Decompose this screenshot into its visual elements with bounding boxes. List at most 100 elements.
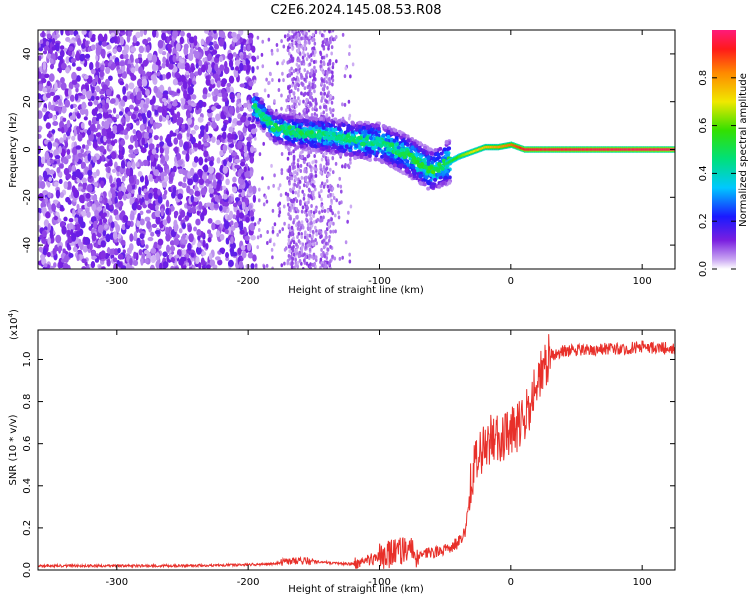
spectrogram-noise-cell — [44, 197, 48, 204]
spectrogram-noise-cell — [136, 204, 142, 211]
spectrogram-noise-cell — [157, 238, 164, 246]
spectrogram-noise-cell — [237, 130, 242, 136]
spectrogram-noise-cell — [214, 63, 219, 72]
spectrogram-ridge-cell — [291, 121, 296, 126]
spectrogram-noise-cell — [190, 129, 196, 135]
spectrogram-noise-cell — [204, 157, 208, 163]
spectrogram-noise-cell — [187, 99, 192, 105]
spectrogram-noise-cell — [130, 46, 137, 53]
spectrogram-noise-cell — [279, 193, 283, 198]
spectrogram-noise-cell — [285, 108, 288, 113]
spectrogram-noise-cell — [280, 106, 283, 111]
spectrogram-noise-cell — [309, 102, 312, 107]
spectrogram-noise-cell — [191, 148, 195, 154]
spectrogram-noise-cell — [301, 242, 305, 247]
spectrogram-noise-cell — [291, 256, 294, 261]
spectrogram-ridge-cell — [350, 141, 355, 146]
spectrogram-noise-cell — [311, 242, 315, 247]
spectrogram-noise-cell — [44, 73, 50, 79]
spectrogram-noise-cell — [142, 38, 149, 45]
spectrogram-noise-cell — [239, 106, 244, 112]
spectrogram-noise-cell — [71, 79, 78, 86]
spectrogram-ridge-cell — [447, 175, 452, 180]
spectrogram-noise-cell — [305, 98, 309, 103]
spectrogram-noise-cell — [330, 198, 333, 203]
spectrogram-noise-cell — [294, 190, 298, 195]
spectrogram-noise-cell — [280, 171, 284, 176]
spectrogram-noise-cell — [348, 44, 352, 49]
spectrogram-noise-cell — [166, 71, 172, 79]
spectrogram-noise-cell — [270, 51, 274, 56]
spectrogram-noise-cell — [102, 84, 109, 91]
spectrogram-noise-cell — [56, 166, 61, 174]
spectrogram-noise-cell — [262, 264, 266, 269]
spectrogram-noise-cell — [157, 122, 163, 128]
spectrogram-noise-cell — [48, 112, 53, 119]
spectrogram-noise-cell — [130, 153, 136, 159]
spectrogram-noise-cell — [102, 212, 108, 217]
spectrogram-noise-cell — [187, 224, 192, 233]
spectrogram-noise-cell — [294, 84, 297, 89]
spectrogram-noise-cell — [51, 37, 56, 45]
spectrogram-noise-cell — [99, 218, 103, 226]
spectrogram-noise-cell — [158, 115, 163, 122]
spectrogram-noise-cell — [277, 186, 281, 191]
spectrogram-noise-cell — [313, 65, 316, 70]
spectrogram-noise-cell — [309, 194, 312, 199]
spectrogram-noise-cell — [49, 91, 55, 97]
spectrogram-noise-cell — [91, 232, 97, 242]
spectrogram-noise-cell — [253, 147, 257, 152]
spectrogram-noise-cell — [157, 106, 163, 113]
spectrogram-noise-cell — [309, 164, 312, 169]
spectrogram-noise-cell — [321, 40, 325, 45]
spectrogram-noise-cell — [319, 170, 323, 175]
spectrogram-noise-cell — [271, 78, 274, 83]
spectrogram-noise-cell — [38, 133, 42, 139]
spectrogram-noise-cell — [294, 176, 298, 181]
spectrogram-noise-cell — [325, 93, 329, 98]
spectrogram-noise-cell — [288, 181, 291, 186]
spectrogram-ridge-cell — [281, 140, 286, 145]
spectrogram-noise-cell — [313, 166, 316, 171]
spectrogram-noise-cell — [112, 125, 118, 135]
spectrogram-noise-cell — [181, 98, 186, 106]
spectrogram-noise-cell — [271, 208, 275, 213]
spectrogram-noise-cell — [308, 54, 311, 59]
spectrogram-ridge-cell — [399, 135, 404, 140]
spectrogram-noise-cell — [306, 233, 309, 238]
spectrogram-noise-cell — [261, 176, 264, 181]
spectrogram-noise-cell — [331, 186, 335, 191]
spectrogram-ridge-cell — [435, 156, 440, 161]
spectrogram-noise-cell — [96, 206, 103, 212]
spectrogram-noise-cell — [328, 81, 331, 86]
spectrogram-noise-cell — [225, 178, 230, 186]
spectrogram-noise-cell — [307, 153, 311, 158]
spectrogram-noise-cell — [308, 86, 312, 91]
spectrogram-noise-cell — [331, 192, 335, 197]
spectrogram-noise-cell — [209, 83, 216, 89]
spectrogram-noise-cell — [305, 208, 308, 213]
spectrogram-noise-cell — [288, 165, 292, 170]
spectrogram-noise-cell — [128, 148, 134, 154]
spectrogram-noise-cell — [172, 65, 178, 73]
spectrogram-noise-cell — [92, 141, 98, 149]
spectrogram-noise-cell — [68, 218, 74, 223]
spectrogram-noise-cell — [206, 92, 211, 98]
spectrogram-noise-cell — [280, 39, 283, 44]
spectrogram-noise-cell — [38, 93, 42, 100]
spectrogram-noise-cell — [236, 92, 241, 100]
spectrogram-noise-cell — [300, 235, 304, 240]
spectrogram-noise-cell — [314, 209, 318, 214]
spectrogram-noise-cell — [288, 231, 292, 236]
spectrogram-noise-cell — [144, 192, 150, 201]
spectrogram-noise-cell — [159, 221, 164, 229]
spectrogram-noise-cell — [273, 99, 276, 104]
spectrogram-noise-cell — [219, 64, 225, 72]
spectrogram-noise-cell — [299, 168, 303, 173]
spectrogram-noise-cell — [162, 251, 168, 258]
spectrogram-noise-cell — [42, 170, 48, 179]
spectrogram-noise-cell — [216, 139, 221, 146]
spectrogram-noise-cell — [71, 185, 76, 194]
spectrogram-noise-cell — [209, 202, 215, 211]
spectrogram-noise-cell — [128, 175, 135, 184]
